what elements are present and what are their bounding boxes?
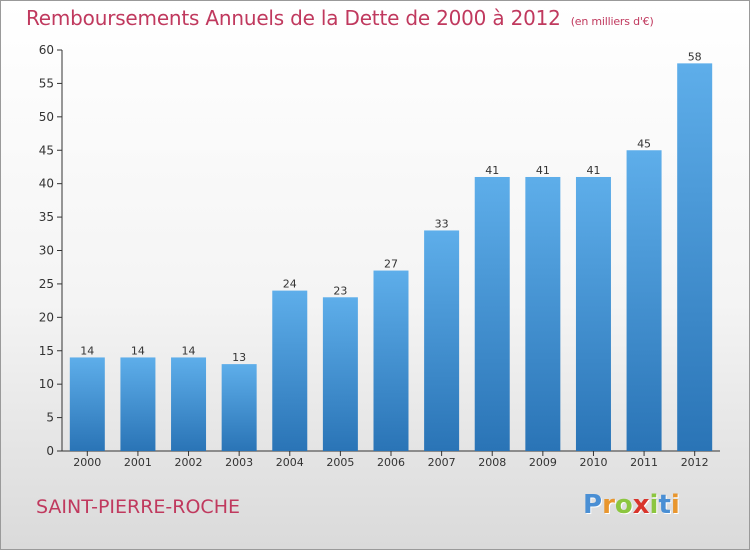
- x-tick-label: 2011: [630, 456, 658, 469]
- data-label: 27: [384, 258, 398, 271]
- x-tick-label: 2008: [478, 456, 506, 469]
- x-tick-label: 2012: [681, 456, 709, 469]
- commune-name: SAINT-PIERRE-ROCHE: [36, 496, 240, 518]
- data-label: 41: [485, 164, 499, 177]
- logo-letter: P: [583, 490, 603, 520]
- y-tick-label: 35: [39, 210, 54, 224]
- chart-data-labels: 14 14 14 13 24 23 27 33 41 41 41 45 58: [80, 50, 701, 364]
- data-label: 13: [232, 351, 246, 364]
- data-label: 14: [80, 344, 94, 357]
- y-tick-label: 10: [39, 377, 54, 391]
- y-tick-label: 50: [39, 110, 54, 124]
- bar: [626, 150, 662, 451]
- logo-letter: i: [670, 490, 680, 520]
- chart-title-text: Remboursements Annuels de la Dette de 20…: [26, 6, 561, 30]
- bar: [69, 357, 105, 451]
- y-tick-label: 40: [39, 177, 54, 191]
- x-tick-label: 2000: [73, 456, 101, 469]
- y-tick-label: 5: [46, 411, 54, 425]
- bar: [424, 230, 460, 451]
- chart-bars: [69, 63, 713, 451]
- bar: [474, 176, 510, 451]
- logo-letter: o: [614, 490, 633, 520]
- y-tick-label: 45: [39, 143, 54, 157]
- logo-letter: t: [658, 490, 671, 520]
- bar: [272, 290, 308, 451]
- bar: [171, 357, 207, 451]
- proxiti-logo: Proxiti: [583, 490, 680, 520]
- bar: [677, 63, 713, 451]
- chart-subtitle: (en milliers d'€): [570, 15, 654, 28]
- y-tick-label: 30: [39, 244, 54, 258]
- x-tick-label: 2006: [377, 456, 405, 469]
- x-tick-label: 2003: [225, 456, 253, 469]
- data-label: 45: [637, 137, 651, 150]
- data-label: 14: [182, 344, 196, 357]
- data-label: 14: [131, 344, 145, 357]
- logo-letter: r: [602, 490, 615, 520]
- chart-title: Remboursements Annuels de la Dette de 20…: [26, 6, 654, 30]
- logo-letter: i: [649, 490, 659, 520]
- data-label: 23: [333, 284, 347, 297]
- y-tick-label: 55: [39, 76, 54, 90]
- logo-letter: x: [632, 490, 650, 520]
- data-label: 33: [435, 217, 449, 230]
- data-label: 58: [688, 50, 702, 63]
- bar: [373, 270, 409, 451]
- data-label: 24: [283, 278, 297, 291]
- bar: [221, 364, 257, 451]
- x-tick-label: 2005: [326, 456, 354, 469]
- y-tick-label: 60: [39, 43, 54, 57]
- x-tick-label: 2007: [428, 456, 456, 469]
- bar: [322, 297, 358, 451]
- bar: [575, 176, 611, 451]
- x-tick-label: 2001: [124, 456, 152, 469]
- data-label: 41: [586, 164, 600, 177]
- y-tick-label: 15: [39, 344, 54, 358]
- y-tick-label: 20: [39, 310, 54, 324]
- data-label: 41: [536, 164, 550, 177]
- y-tick-label: 0: [46, 444, 54, 458]
- x-tick-label: 2004: [276, 456, 304, 469]
- y-tick-label: 25: [39, 277, 54, 291]
- x-tick-label: 2009: [529, 456, 557, 469]
- bar: [120, 357, 156, 451]
- x-tick-label: 2002: [175, 456, 203, 469]
- bar: [525, 176, 561, 451]
- x-tick-label: 2010: [579, 456, 607, 469]
